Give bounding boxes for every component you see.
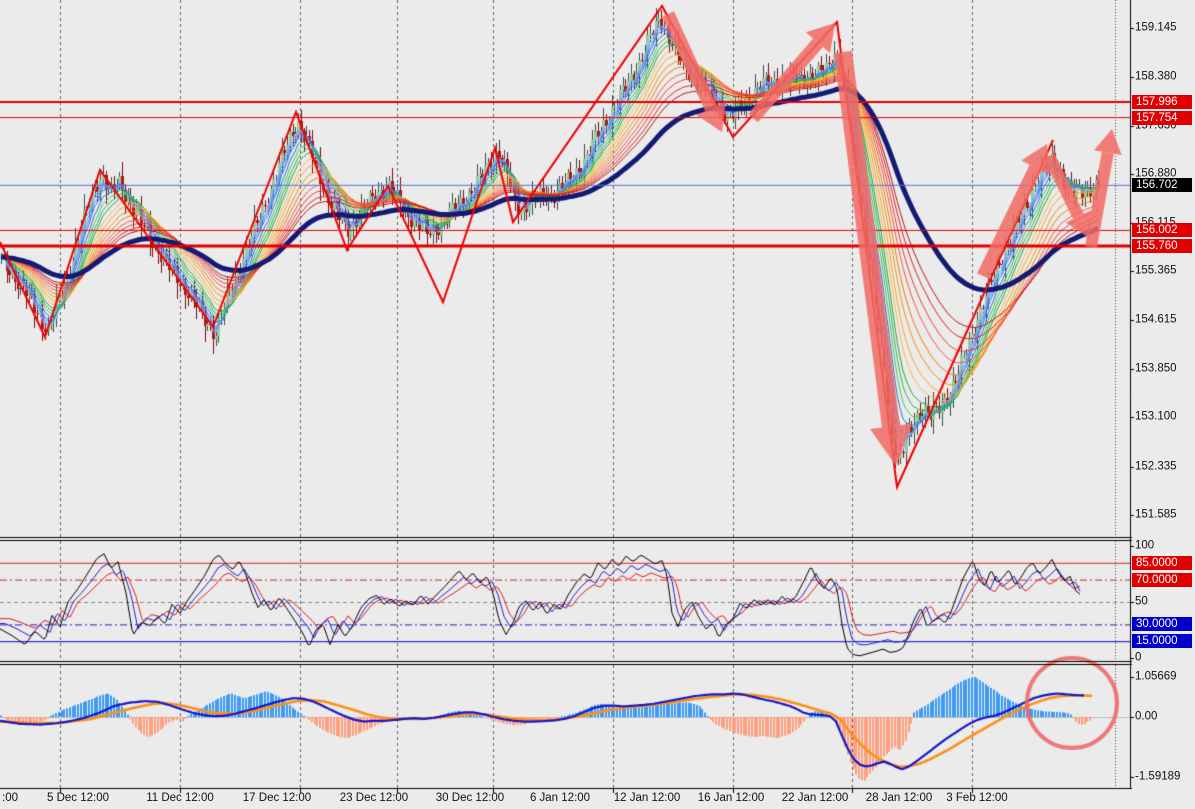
price-level-tag: 155.760 xyxy=(1132,238,1192,253)
time-axis-label: :00 xyxy=(2,792,18,804)
time-axis-label: 6 Jan 12:00 xyxy=(529,792,591,804)
oscillator-level-tag: 85.0000 xyxy=(1132,555,1192,570)
oscillator-level-tag: 70.0000 xyxy=(1132,572,1192,587)
macd-tick-label: 0.00 xyxy=(1135,710,1158,723)
bid-price-tag: 156.702 xyxy=(1132,178,1192,193)
time-axis-label: 28 Jan 12:00 xyxy=(865,792,933,804)
price-tick-label: 159.145 xyxy=(1135,21,1177,34)
price-tick-label: 153.850 xyxy=(1135,362,1177,375)
price-level-tag: 156.002 xyxy=(1132,223,1192,238)
macd-tick-label: 1.05669 xyxy=(1135,670,1177,683)
time-axis-label: 22 Jan 12:00 xyxy=(781,792,849,804)
time-axis-label: 17 Dec 12:00 xyxy=(242,792,312,804)
macd-tick-label: -1.59189 xyxy=(1135,770,1181,783)
price-tick-label: 154.615 xyxy=(1135,313,1177,326)
oscillator-level-tag: 30.0000 xyxy=(1132,617,1192,632)
time-axis-label: 23 Dec 12:00 xyxy=(339,792,409,804)
time-axis-label: 30 Dec 12:00 xyxy=(435,792,505,804)
price-tick-label: 158.380 xyxy=(1135,70,1177,83)
price-tick-label: 152.335 xyxy=(1135,460,1177,473)
time-axis-label: 12 Jan 12:00 xyxy=(613,792,681,804)
price-tick-label: 151.585 xyxy=(1135,508,1177,521)
time-axis-label: 5 Dec 12:00 xyxy=(46,792,110,804)
price-tick-label: 156.880 xyxy=(1135,167,1177,180)
price-level-tag: 157.996 xyxy=(1132,94,1192,109)
oscillator-tick-label: 100 xyxy=(1135,539,1155,552)
oscillator-level-tag: 15.0000 xyxy=(1132,634,1192,649)
price-tick-label: 155.365 xyxy=(1135,264,1177,277)
price-tick-label: 153.100 xyxy=(1135,410,1177,423)
time-axis-label: 16 Jan 12:00 xyxy=(697,792,765,804)
oscillator-tick-label: 50 xyxy=(1135,595,1148,608)
oscillator-tick-label: 0 xyxy=(1135,651,1142,664)
time-axis-label: 11 Dec 12:00 xyxy=(146,792,214,804)
time-axis-label: 3 Feb 12:00 xyxy=(946,792,1008,804)
price-level-tag: 157.754 xyxy=(1132,110,1192,125)
